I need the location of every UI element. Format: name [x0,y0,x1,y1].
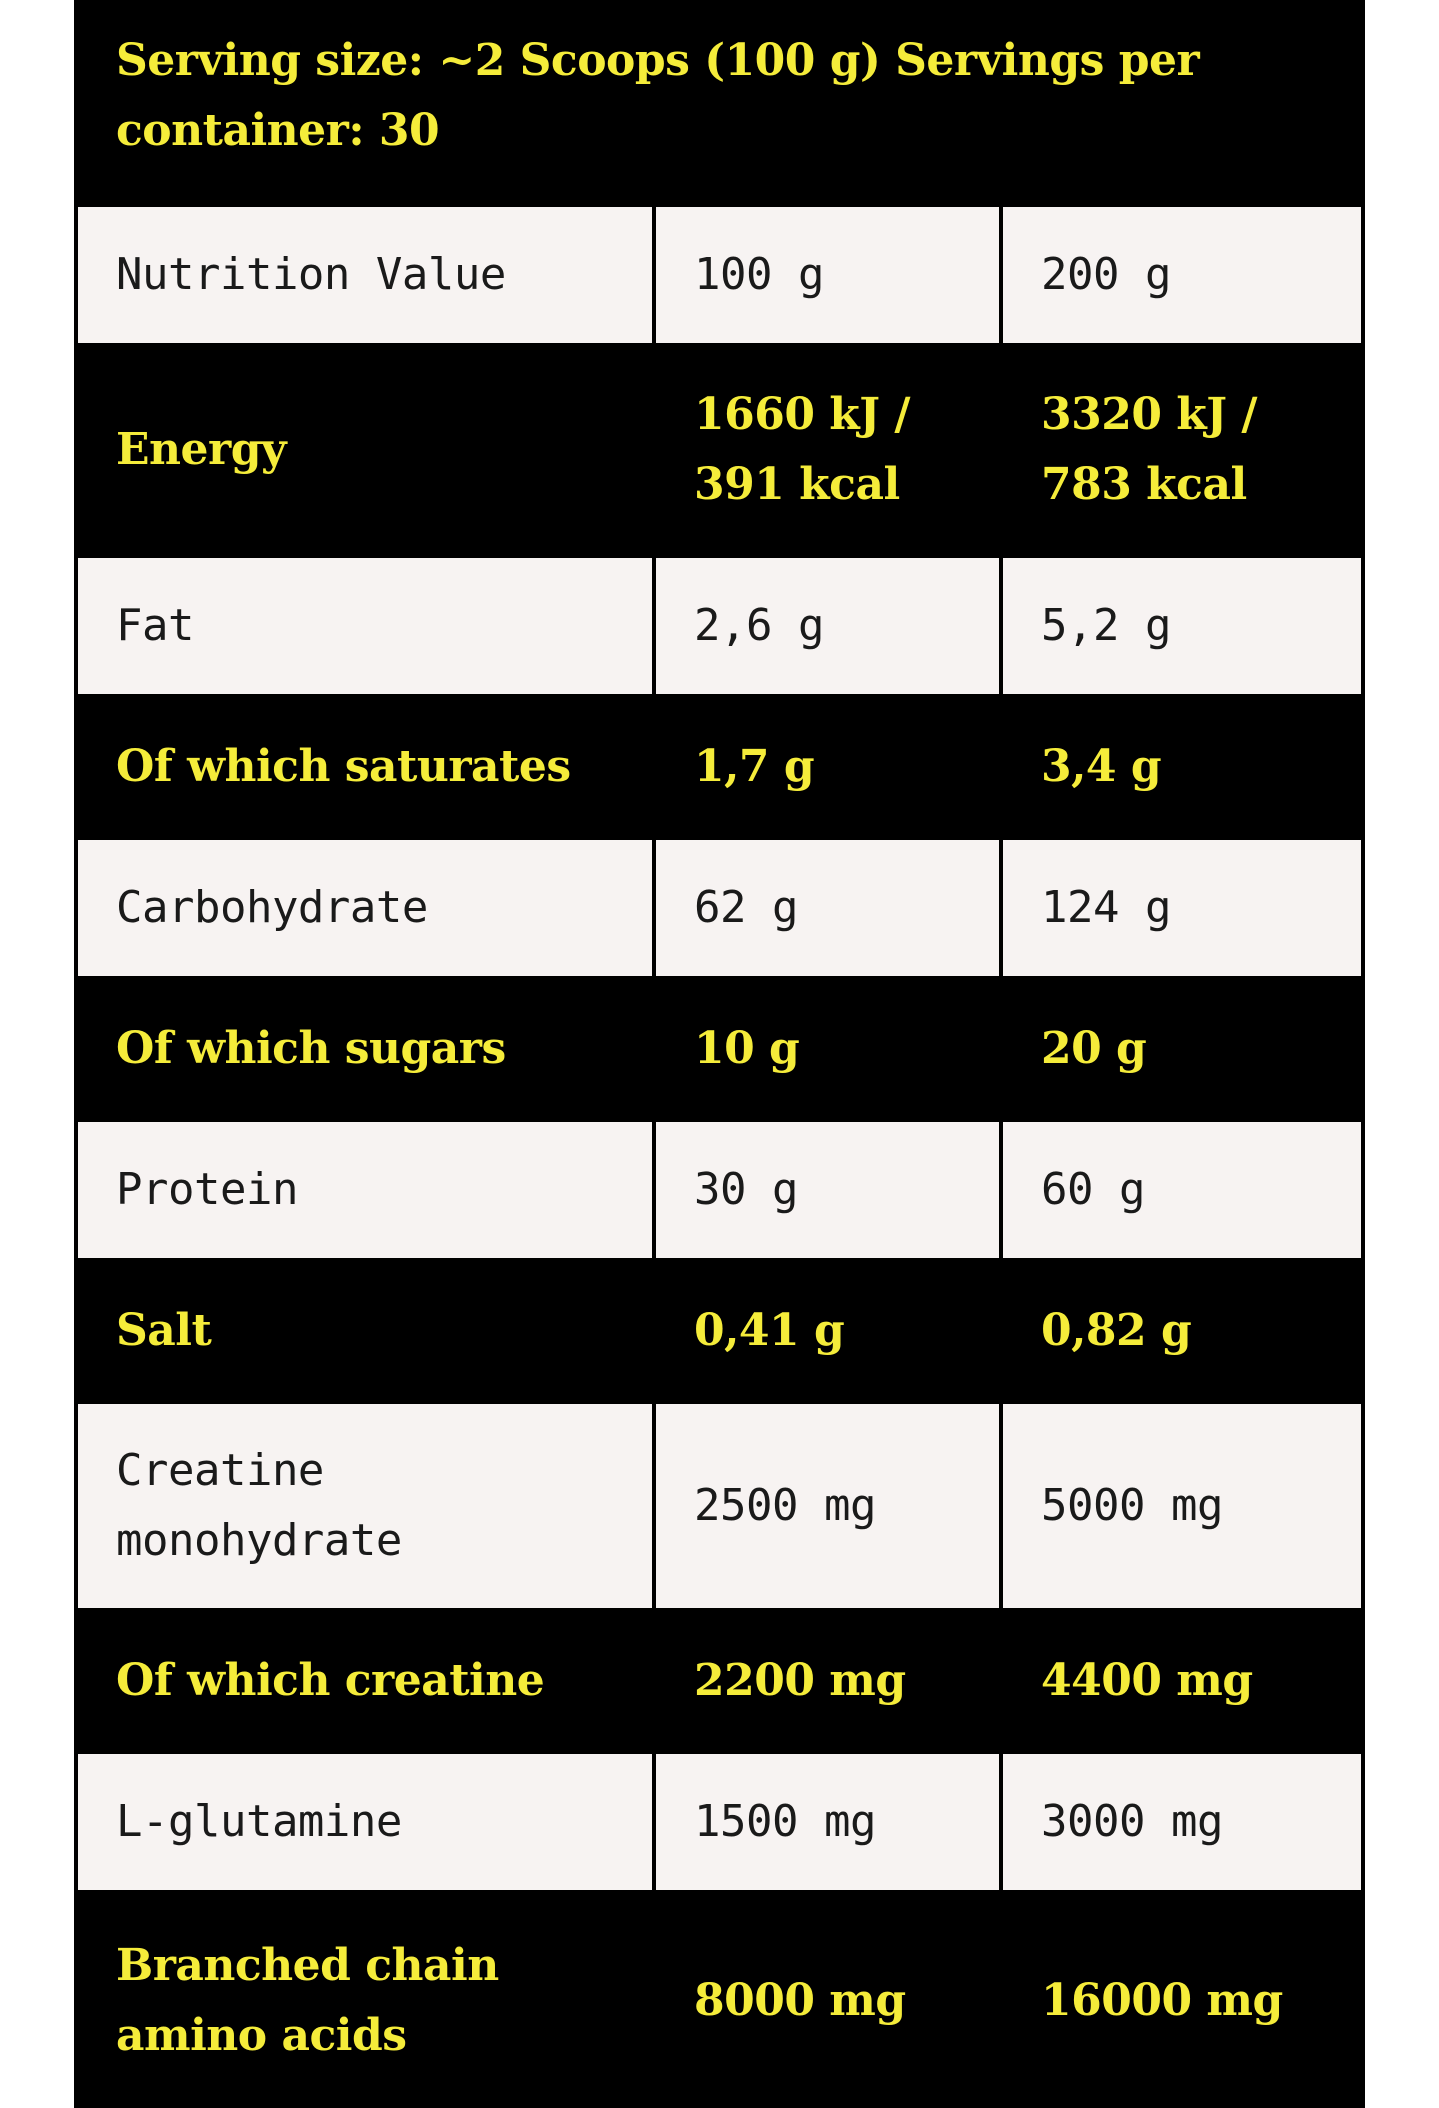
row-label-cell: Of which creatine [78,1612,652,1750]
value-100g: 1500 mg [694,1796,876,1847]
table-row: L-glutamine 1500 mg 3000 mg [78,1754,1361,1890]
row-label-cell: Branched chain amino acids [78,1894,652,2108]
nutrition-panel: Serving size: ~2 Scoops (100 g) Servings… [74,0,1365,2108]
row-label-cell: Energy [78,346,652,554]
value-200g-cell: 20 g [1003,980,1361,1118]
value-100g-cell: 8000 mg [656,1894,999,2108]
value-200g: 20 g [1041,1023,1147,1074]
value-100g: 1660 kJ / 391 kcal [694,389,910,510]
value-200g-cell: 3000 mg [1003,1754,1361,1890]
row-label-cell: L-glutamine [78,1754,652,1890]
row-label: Of which sugars [116,1023,506,1074]
value-100g: 2,6 g [694,600,824,651]
table-row: Of which sugars 10 g 20 g [78,980,1361,1118]
value-100g-cell: 0,41 g [656,1262,999,1400]
value-200g: 3320 kJ / 783 kcal [1041,389,1257,510]
value-100g-cell: 100 g [656,207,999,343]
value-200g-cell: 3320 kJ / 783 kcal [1003,346,1361,554]
table-row: Energy 1660 kJ / 391 kcal 3320 kJ / 783 kc… [78,346,1361,554]
row-label: Fat [116,600,194,651]
value-200g: 0,82 g [1041,1305,1192,1356]
row-label: Of which saturates [116,741,571,792]
value-200g-cell: 4400 mg [1003,1612,1361,1750]
row-label: Of which creatine [116,1655,545,1706]
value-200g: 60 g [1041,1164,1145,1215]
value-200g-cell: 0,82 g [1003,1262,1361,1400]
value-100g-cell: 1660 kJ / 391 kcal [656,346,999,554]
value-200g-cell: 5,2 g [1003,558,1361,694]
row-label-cell: Carbohydrate [78,840,652,976]
value-200g-cell: 124 g [1003,840,1361,976]
value-100g-cell: 62 g [656,840,999,976]
value-100g: 1,7 g [694,741,815,792]
value-100g: 2200 mg [694,1655,906,1706]
value-100g-cell: 2500 mg [656,1404,999,1608]
value-100g: 100 g [694,249,824,300]
row-label-cell: Creatine monohydrate [78,1404,652,1608]
row-label-cell: Protein [78,1122,652,1258]
table-row: Protein 30 g 60 g [78,1122,1361,1258]
value-100g-cell: 30 g [656,1122,999,1258]
row-label: Branched chain amino acids [116,1940,499,2061]
table-row: Branched chain amino acids 8000 mg 16000 m… [78,1894,1361,2108]
value-100g: 8000 mg [694,1975,906,2026]
row-label-cell: Of which saturates [78,698,652,836]
value-200g-cell: 5000 mg [1003,1404,1361,1608]
value-200g: 3000 mg [1041,1796,1223,1847]
serving-info: Serving size: ~2 Scoops (100 g) Servings… [116,35,1200,156]
table-row: Of which saturates 1,7 g 3,4 g [78,698,1361,836]
row-label: Creatine monohydrate [116,1445,402,1566]
value-200g: 3,4 g [1041,741,1162,792]
row-label: L-glutamine [116,1796,402,1847]
value-200g-cell: 16000 mg [1003,1894,1361,2108]
table-row: Of which creatine 2200 mg 4400 mg [78,1612,1361,1750]
table-row: Creatine monohydrate 2500 mg 5000 mg [78,1404,1361,1608]
value-100g-cell: 1500 mg [656,1754,999,1890]
value-100g-cell: 2,6 g [656,558,999,694]
value-200g: 16000 mg [1041,1975,1283,2026]
value-100g-cell: 1,7 g [656,698,999,836]
value-200g: 4400 mg [1041,1655,1253,1706]
value-200g: 5000 mg [1041,1480,1223,1531]
value-100g: 2500 mg [694,1480,876,1531]
table-row: Salt 0,41 g 0,82 g [78,1262,1361,1400]
value-100g-cell: 2200 mg [656,1612,999,1750]
value-100g: 0,41 g [694,1305,845,1356]
value-100g: 62 g [694,882,798,933]
value-100g: 30 g [694,1164,798,1215]
row-label-cell: Nutrition Value [78,207,652,343]
table-row: Nutrition Value 100 g 200 g [78,207,1361,343]
value-200g-cell: 200 g [1003,207,1361,343]
value-200g: 200 g [1041,249,1171,300]
row-label: Carbohydrate [116,882,428,933]
value-100g: 10 g [694,1023,800,1074]
value-200g: 124 g [1041,882,1171,933]
row-label: Protein [116,1164,298,1215]
row-label: Nutrition Value [116,249,506,300]
table-row: Carbohydrate 62 g 124 g [78,840,1361,976]
row-label: Salt [116,1305,212,1356]
table-row: Fat 2,6 g 5,2 g [78,558,1361,694]
row-label: Energy [116,424,287,475]
value-200g: 5,2 g [1041,600,1171,651]
value-200g-cell: 60 g [1003,1122,1361,1258]
row-label-cell: Salt [78,1262,652,1400]
value-200g-cell: 3,4 g [1003,698,1361,836]
value-100g-cell: 10 g [656,980,999,1118]
row-label-cell: Of which sugars [78,980,652,1118]
row-label-cell: Fat [78,558,652,694]
